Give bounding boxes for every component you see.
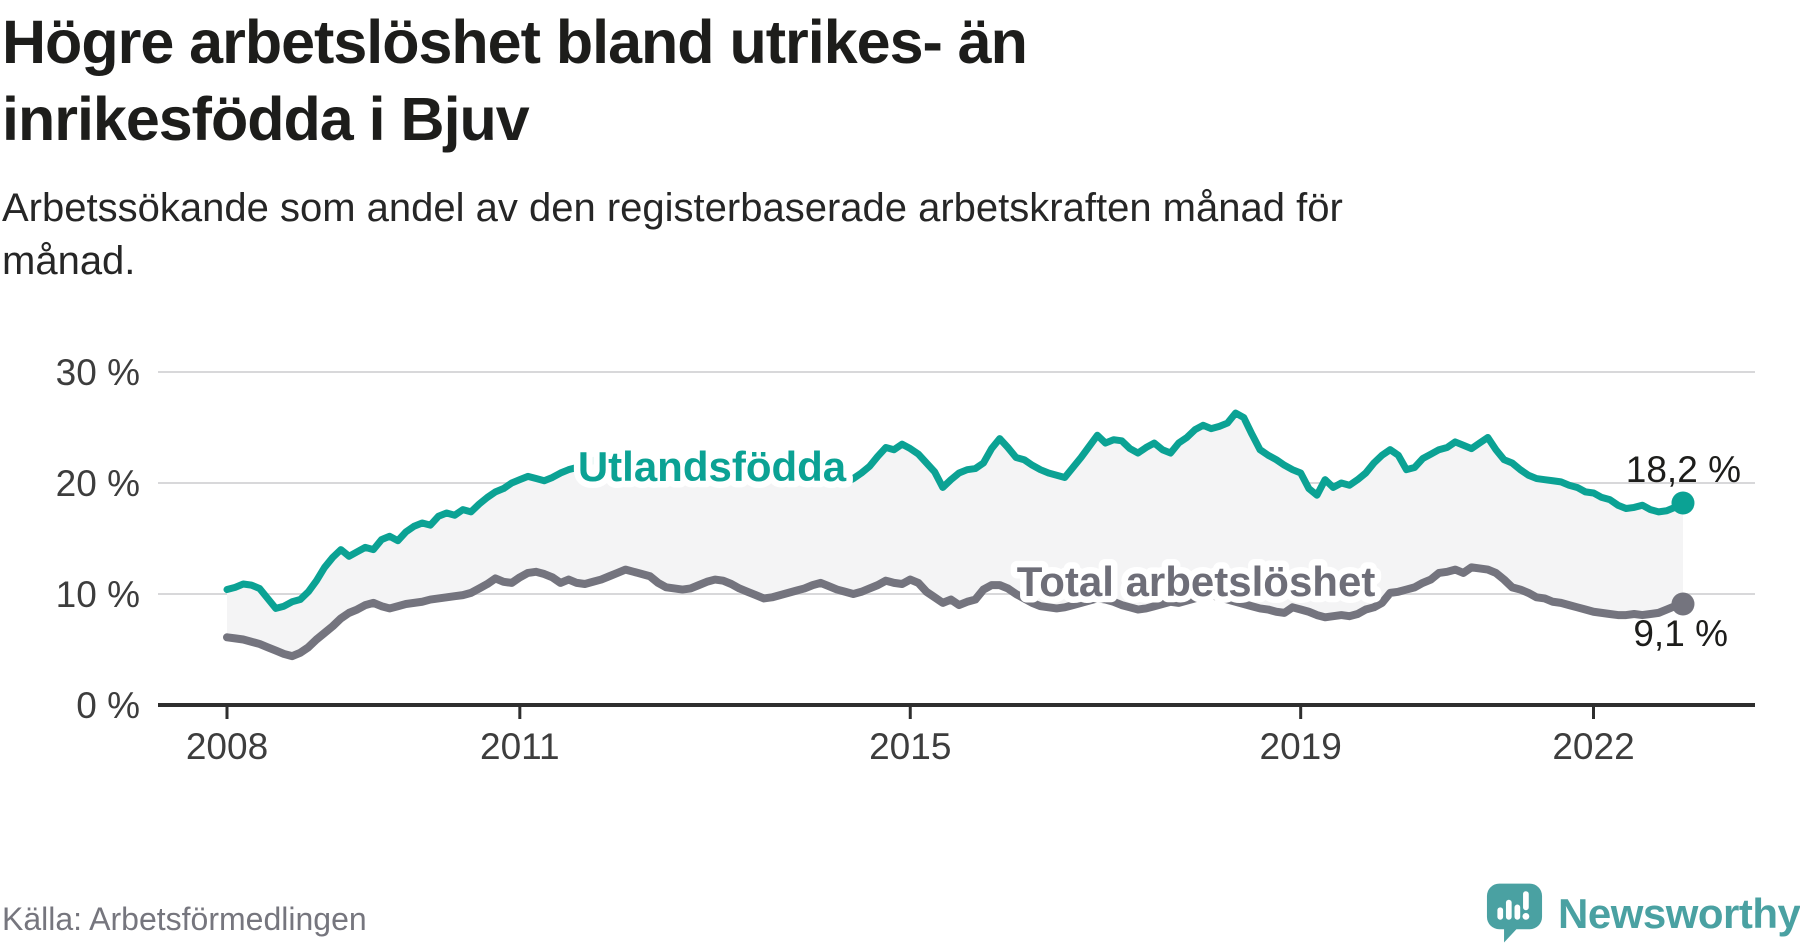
bar-2 [1505, 899, 1512, 920]
newsworthy-bubble-chart-icon [1486, 883, 1543, 943]
x-tick-label-2022: 2022 [1552, 726, 1634, 767]
utlandsfodda-end-dot [1671, 491, 1695, 515]
y-tick-label-20: 20 % [56, 463, 140, 504]
newsworthy-logo: Newsworthy [1486, 882, 1800, 946]
total-end-value: 9,1 % [1633, 613, 1728, 654]
source-caption: Källa: Arbetsförmedlingen [2, 901, 367, 937]
total-arbetsloshet-line [223, 563, 1687, 661]
title-line-2: inrikesfödda i Bjuv [2, 85, 530, 154]
chart-subtitle: Arbetssökande som andel av den registerb… [2, 182, 1343, 288]
x-tick-label-2008: 2008 [186, 726, 268, 767]
newsworthy-wordmark: Newsworthy [1558, 890, 1800, 937]
subtitle-line-2: månad. [2, 239, 136, 284]
total-end-dot [1671, 592, 1695, 616]
subtitle-line-1: Arbetssökande som andel av den registerb… [2, 186, 1343, 230]
exclamation-bar [1523, 891, 1529, 911]
x-tick-label-2011: 2011 [480, 726, 560, 767]
fill-between-series [227, 413, 1683, 657]
utlandsfodda-series-label: Utlandsfödda [578, 443, 847, 490]
title-line-1: Högre arbetslöshet bland utrikes- än [2, 8, 1028, 76]
page-title: Högre arbetslöshet bland utrikes- än inr… [2, 4, 1028, 159]
bar-3 [1514, 904, 1521, 920]
utlandsfodda-end-value: 18,2 % [1626, 449, 1741, 490]
exclamation-dot [1522, 912, 1530, 920]
y-tick-label-30: 30 % [56, 352, 140, 393]
x-tick-label-2019: 2019 [1260, 726, 1342, 767]
utlandsfodda-line [223, 409, 1687, 612]
total-series-label: Total arbetslöshet [1017, 558, 1376, 605]
y-tick-label-10: 10 % [56, 574, 140, 615]
bar-1 [1497, 907, 1504, 920]
x-tick-label-2015: 2015 [869, 726, 951, 767]
y-tick-label-0: 0 % [76, 685, 140, 726]
